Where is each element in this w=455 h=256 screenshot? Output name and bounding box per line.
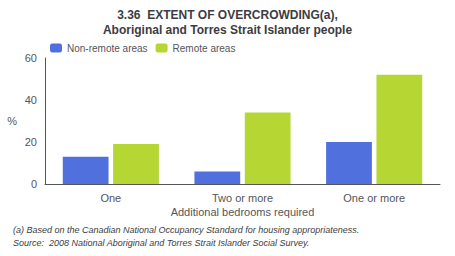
svg-text:Source: 2008 National Aborigi: Source: 2008 National Aboriginal and Tor…	[13, 238, 309, 248]
svg-text:(a) Based on the Canadian Nati: (a) Based on the Canadian National Occup…	[13, 225, 359, 235]
svg-text:Two or more: Two or more	[212, 192, 273, 204]
svg-text:One or more: One or more	[343, 192, 405, 204]
svg-text:Remote areas: Remote areas	[173, 43, 236, 54]
svg-text:Non-remote areas: Non-remote areas	[67, 43, 148, 54]
svg-text:20: 20	[25, 136, 37, 148]
svg-text:0: 0	[31, 178, 37, 190]
svg-text:3.36 EXTENT OF OVERCROWDING(a: 3.36 EXTENT OF OVERCROWDING(a),	[117, 8, 338, 22]
svg-text:One: One	[100, 192, 121, 204]
svg-text:Aboriginal and Torres Strait I: Aboriginal and Torres Strait Islander pe…	[103, 23, 352, 37]
svg-text:%: %	[7, 115, 17, 127]
svg-text:40: 40	[25, 94, 37, 106]
svg-text:Additional bedrooms required: Additional bedrooms required	[171, 206, 315, 218]
svg-text:60: 60	[25, 52, 37, 64]
